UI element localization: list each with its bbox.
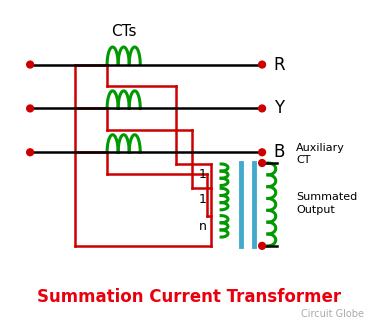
Circle shape (259, 105, 266, 112)
Text: Output: Output (296, 205, 335, 215)
Text: Summated: Summated (296, 192, 358, 201)
Text: Y: Y (274, 99, 284, 117)
Circle shape (259, 61, 266, 68)
Text: Circuit Globe: Circuit Globe (301, 309, 364, 319)
Text: 1: 1 (199, 168, 206, 181)
Text: Summation Current Transformer: Summation Current Transformer (37, 288, 341, 305)
Circle shape (259, 243, 266, 249)
Text: R: R (274, 55, 285, 74)
Text: Auxiliary: Auxiliary (296, 143, 345, 153)
Circle shape (27, 149, 33, 156)
Text: CTs: CTs (111, 24, 136, 39)
Circle shape (259, 160, 266, 166)
Text: n: n (199, 220, 206, 233)
Circle shape (259, 149, 266, 156)
Text: 1: 1 (199, 193, 206, 206)
Text: B: B (274, 143, 285, 161)
Text: CT: CT (296, 155, 311, 165)
Circle shape (27, 61, 33, 68)
Circle shape (27, 105, 33, 112)
